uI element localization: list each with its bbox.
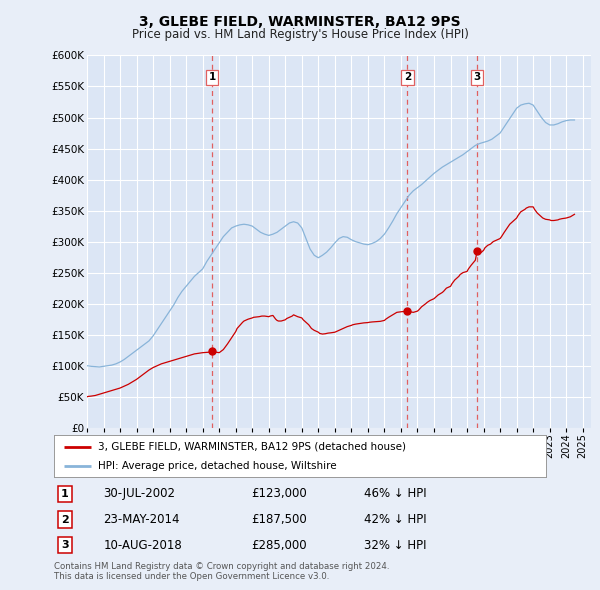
Text: HPI: Average price, detached house, Wiltshire: HPI: Average price, detached house, Wilt… [98, 461, 337, 471]
Text: 46% ↓ HPI: 46% ↓ HPI [364, 487, 427, 500]
Text: 23-MAY-2014: 23-MAY-2014 [103, 513, 180, 526]
Text: Price paid vs. HM Land Registry's House Price Index (HPI): Price paid vs. HM Land Registry's House … [131, 28, 469, 41]
Text: 32% ↓ HPI: 32% ↓ HPI [364, 539, 427, 552]
Text: 10-AUG-2018: 10-AUG-2018 [103, 539, 182, 552]
Text: 1: 1 [209, 72, 216, 82]
Text: £285,000: £285,000 [251, 539, 307, 552]
Text: £123,000: £123,000 [251, 487, 307, 500]
Text: 42% ↓ HPI: 42% ↓ HPI [364, 513, 427, 526]
Text: 2: 2 [61, 514, 68, 525]
Text: This data is licensed under the Open Government Licence v3.0.: This data is licensed under the Open Gov… [54, 572, 329, 581]
Text: 2: 2 [404, 72, 411, 82]
Text: Contains HM Land Registry data © Crown copyright and database right 2024.: Contains HM Land Registry data © Crown c… [54, 562, 389, 571]
Text: 1: 1 [61, 489, 68, 499]
Text: 3: 3 [473, 72, 481, 82]
Text: £187,500: £187,500 [251, 513, 307, 526]
Text: 3, GLEBE FIELD, WARMINSTER, BA12 9PS: 3, GLEBE FIELD, WARMINSTER, BA12 9PS [139, 15, 461, 29]
Text: 30-JUL-2002: 30-JUL-2002 [103, 487, 175, 500]
Text: 3: 3 [61, 540, 68, 550]
Text: 3, GLEBE FIELD, WARMINSTER, BA12 9PS (detached house): 3, GLEBE FIELD, WARMINSTER, BA12 9PS (de… [98, 441, 406, 451]
